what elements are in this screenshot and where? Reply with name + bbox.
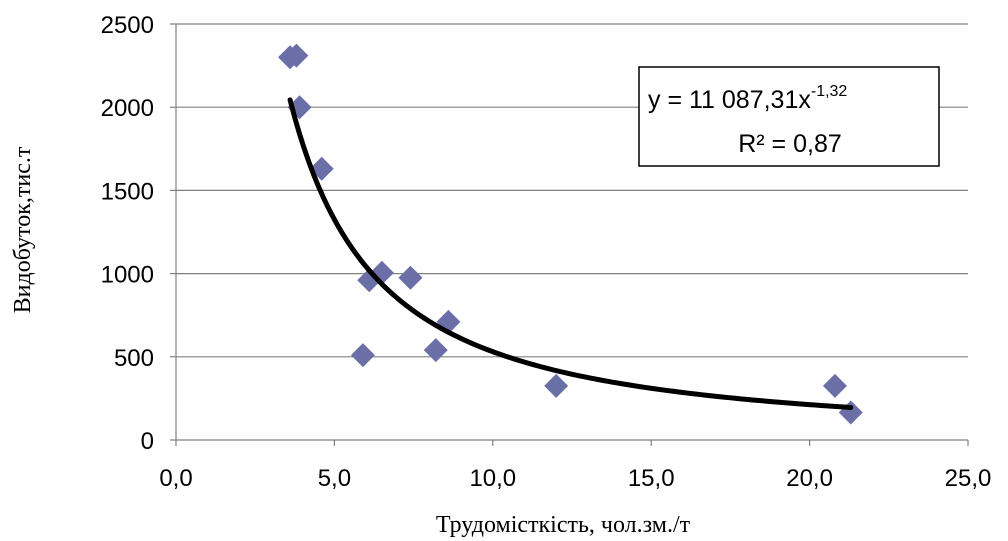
equation-box: y = 11 087,31x-1,32 R² = 0,87	[639, 67, 939, 166]
r-squared-text: R² = 0,87	[738, 130, 842, 158]
data-point	[424, 338, 448, 362]
data-point	[544, 374, 568, 398]
x-axis-title: Трудомісткість, чол.зм./т	[436, 512, 691, 538]
data-point	[351, 343, 375, 367]
x-tick-labels: 0,0 5,0 10,0 15,0 20,0 25,0	[159, 465, 991, 492]
y-tick-label: 2500	[101, 12, 154, 39]
x-tick-label: 15,0	[628, 465, 675, 492]
y-tick-label: 0	[141, 428, 154, 455]
y-tick-label: 2000	[101, 95, 154, 122]
y-axis-title: Видобуток,тис.т	[10, 146, 36, 313]
x-tick-label: 0,0	[159, 465, 192, 492]
x-tick-label: 5,0	[318, 465, 351, 492]
x-tick-label: 10,0	[469, 465, 516, 492]
data-point	[823, 374, 847, 398]
data-point	[398, 266, 422, 290]
y-tick-label: 1000	[101, 262, 154, 289]
x-tick-label: 25,0	[945, 465, 992, 492]
y-tick-label: 500	[114, 345, 154, 372]
y-tick-labels: 0 500 1000 1500 2000 2500	[101, 12, 154, 455]
data-point	[839, 401, 863, 425]
x-tick-label: 20,0	[786, 465, 833, 492]
y-tick-label: 1500	[101, 178, 154, 205]
